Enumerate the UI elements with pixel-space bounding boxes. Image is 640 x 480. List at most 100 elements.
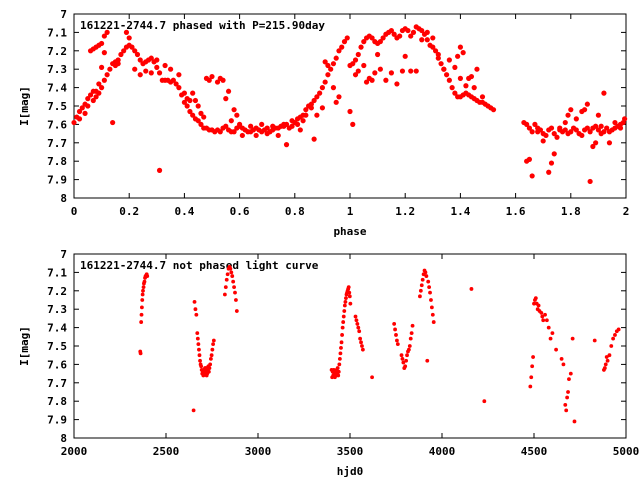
data-point <box>579 132 585 139</box>
y-tick-label: 7.8 <box>47 395 67 408</box>
data-point <box>350 61 356 67</box>
data-point <box>156 70 163 76</box>
data-point <box>584 125 590 131</box>
data-point <box>145 274 150 278</box>
data-point <box>346 285 351 290</box>
y-tick-label: 7.4 <box>47 82 67 95</box>
y-tick-label: 8 <box>60 432 67 445</box>
data-point <box>420 277 425 282</box>
data-point <box>99 40 105 47</box>
data-point <box>340 333 344 337</box>
data-point <box>222 292 227 297</box>
data-point <box>394 81 400 87</box>
x-axis-label: phase <box>333 225 366 238</box>
data-point <box>392 322 397 326</box>
data-point <box>419 37 425 43</box>
data-point <box>311 97 317 104</box>
data-point <box>479 94 486 100</box>
y-tick-label: 7.9 <box>47 174 67 187</box>
y-tick-label: 7 <box>60 8 67 21</box>
data-point <box>101 33 107 39</box>
data-point <box>590 143 596 150</box>
data-point <box>524 121 530 127</box>
data-point <box>104 72 110 78</box>
data-point <box>123 29 130 35</box>
data-point <box>192 299 197 304</box>
data-point <box>429 305 434 310</box>
data-point <box>449 85 455 91</box>
data-point <box>134 51 141 58</box>
data-point <box>399 68 406 74</box>
x-tick-label: 5000 <box>613 445 640 458</box>
y-tick-label: 7.6 <box>47 118 67 131</box>
data-point <box>229 270 234 275</box>
x-tick-label: 2 <box>623 205 630 218</box>
data-point <box>455 53 461 59</box>
data-point <box>214 79 221 85</box>
data-point <box>541 318 546 323</box>
data-point <box>410 323 415 328</box>
data-point <box>363 79 370 85</box>
data-point <box>264 131 270 137</box>
x-tick-label: 1.8 <box>561 205 581 218</box>
data-point <box>156 167 163 173</box>
data-point <box>601 129 607 135</box>
data-point <box>190 90 196 96</box>
data-point <box>423 270 428 275</box>
data-point <box>232 285 236 290</box>
data-point <box>587 178 593 185</box>
data-point <box>355 51 361 58</box>
data-point <box>611 336 616 341</box>
data-point <box>198 121 204 127</box>
data-point <box>430 312 435 317</box>
data-point <box>429 298 433 302</box>
x-tick-label: 1.4 <box>450 205 470 218</box>
x-tick-label: 2000 <box>61 445 88 458</box>
data-point <box>543 132 549 139</box>
data-point <box>176 72 182 78</box>
data-point <box>582 107 588 113</box>
data-point <box>308 101 314 107</box>
data-point <box>393 327 397 332</box>
data-point <box>336 94 342 100</box>
data-point <box>319 105 325 111</box>
data-point <box>431 320 436 324</box>
data-point <box>234 112 240 118</box>
data-point <box>85 96 91 102</box>
data-point <box>564 408 569 413</box>
data-point <box>401 360 406 365</box>
data-point <box>107 66 113 72</box>
data-point <box>162 62 168 69</box>
data-point <box>388 27 394 34</box>
data-point <box>142 279 147 284</box>
y-tick-label: 7.2 <box>47 45 67 58</box>
data-point <box>208 356 213 361</box>
data-point <box>141 285 146 290</box>
data-point <box>211 342 216 347</box>
data-point <box>115 61 121 67</box>
y-tick-label: 7.5 <box>47 100 67 113</box>
data-point <box>330 61 337 67</box>
data-point <box>118 51 124 58</box>
data-point <box>548 336 553 341</box>
data-point <box>565 395 570 400</box>
y-tick-label: 7.3 <box>47 303 67 316</box>
data-point <box>294 121 301 127</box>
data-point <box>341 320 346 324</box>
data-point <box>602 366 607 370</box>
data-point <box>406 347 411 352</box>
data-point <box>270 123 276 129</box>
data-point <box>530 364 535 369</box>
data-point <box>471 85 477 91</box>
data-point <box>126 35 132 41</box>
data-point <box>209 73 215 80</box>
data-point <box>176 85 182 91</box>
data-point <box>595 127 602 133</box>
data-point <box>535 129 541 135</box>
data-point <box>526 156 533 162</box>
data-point <box>190 112 196 118</box>
data-point <box>532 121 538 127</box>
y-tick-label: 7.2 <box>47 285 67 298</box>
data-point <box>438 61 444 67</box>
